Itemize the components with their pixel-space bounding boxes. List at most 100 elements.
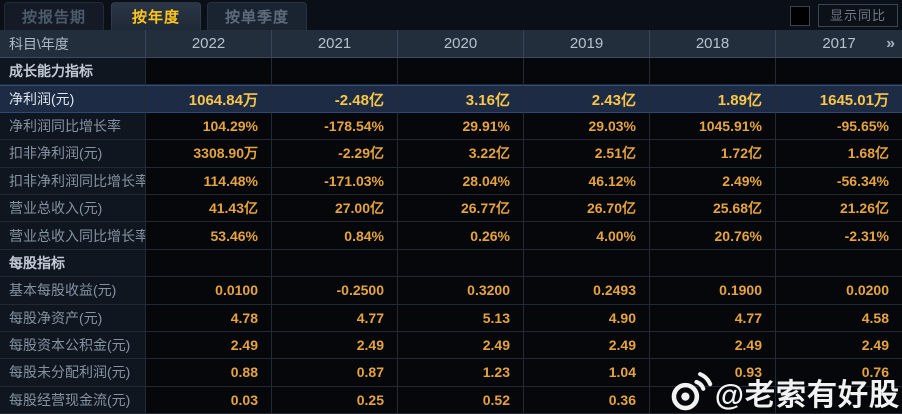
value-cell: 5.13 <box>398 304 524 332</box>
value-cell: 1.68亿 <box>776 140 902 168</box>
value-cell <box>776 58 902 86</box>
row-label: 扣非净利润(元) <box>0 140 146 168</box>
value-cell: 1064.84万 <box>146 85 272 113</box>
value-cell <box>272 249 398 278</box>
row-label: 每股指标 <box>0 249 146 278</box>
corner-label: 科目\年度 <box>0 30 146 57</box>
value-cell <box>524 249 650 278</box>
value-cell <box>650 249 776 278</box>
value-cell: 0.26% <box>398 222 524 250</box>
value-cell: 4.00% <box>524 222 650 250</box>
value-cell: 21.26亿 <box>776 194 902 223</box>
value-cell: 0.76 <box>776 359 902 387</box>
period-tabbar: 按报告期 按年度 按单季度 显示同比 <box>0 0 902 30</box>
row-label: 每股未分配利润(元) <box>0 359 146 387</box>
table-row[interactable]: 每股经营现金流(元) 0.03 0.25 0.52 0.36 <box>0 386 902 414</box>
value-cell: 27.00亿 <box>272 194 398 223</box>
value-cell: 3.16亿 <box>398 85 524 113</box>
row-label: 营业总收入同比增长率 <box>0 222 146 250</box>
table-row[interactable]: 净利润(元) 1064.84万 -2.48亿 3.16亿 2.43亿 1.89亿 1645.… <box>0 85 902 113</box>
value-cell: 0.1900 <box>650 277 776 305</box>
table-row[interactable]: 每股未分配利润(元) 0.88 0.87 1.23 1.04 0.93 0.76 <box>0 359 902 387</box>
value-cell: 2.49 <box>650 331 776 360</box>
value-cell: 3.22亿 <box>398 140 524 168</box>
more-years-icon[interactable]: » <box>886 34 895 52</box>
value-cell: 26.77亿 <box>398 194 524 223</box>
value-cell: 1.72亿 <box>650 140 776 168</box>
table-row[interactable]: 净利润同比增长率 104.29% -178.54% 29.91% 29.03% 1045.… <box>0 112 902 141</box>
value-cell <box>776 386 902 414</box>
table-row[interactable]: 每股指标 <box>0 249 902 278</box>
value-cell: 0.3200 <box>398 277 524 305</box>
table-row[interactable]: 扣非净利润同比增长率 114.48% -171.03% 28.04% 46.12% 2.4… <box>0 167 902 195</box>
value-cell: 1.23 <box>398 359 524 387</box>
table-header-row: 科目\年度 2022 2021 2020 2019 2018 2017» <box>0 30 902 58</box>
value-cell: 46.12% <box>524 167 650 195</box>
value-cell: -178.54% <box>272 112 398 141</box>
row-label: 扣非净利润同比增长率 <box>0 167 146 195</box>
value-cell: 0.84% <box>272 222 398 250</box>
value-cell <box>650 58 776 86</box>
tab-by-report-period[interactable]: 按报告期 <box>4 2 104 30</box>
value-cell: 0.2493 <box>524 277 650 305</box>
year-header: 2018 <box>650 30 776 57</box>
table-row[interactable]: 每股资本公积金(元) 2.49 2.49 2.49 2.49 2.49 2.49 <box>0 331 902 360</box>
tab-by-year[interactable]: 按年度 <box>111 2 201 30</box>
value-cell <box>650 386 776 414</box>
value-cell: 4.77 <box>650 304 776 332</box>
value-cell <box>146 58 272 86</box>
value-cell: 2.49 <box>398 331 524 360</box>
row-label: 每股经营现金流(元) <box>0 386 146 414</box>
value-cell: 2.49 <box>272 331 398 360</box>
value-cell: 104.29% <box>146 112 272 141</box>
value-cell: 29.91% <box>398 112 524 141</box>
value-cell: -95.65% <box>776 112 902 141</box>
year-header: 2022 <box>146 30 272 57</box>
value-cell: 25.68亿 <box>650 194 776 223</box>
value-cell: -2.48亿 <box>272 85 398 113</box>
value-cell <box>272 58 398 86</box>
value-cell: 2.49 <box>776 331 902 360</box>
table-row[interactable]: 营业总收入同比增长率 53.46% 0.84% 0.26% 4.00% 20.76% -2.… <box>0 222 902 250</box>
value-cell: 1045.91% <box>650 112 776 141</box>
value-cell: 0.36 <box>524 386 650 414</box>
row-label: 净利润(元) <box>0 85 146 113</box>
value-cell: 41.43亿 <box>146 194 272 223</box>
value-cell: 0.0200 <box>776 277 902 305</box>
row-label: 成长能力指标 <box>0 58 146 86</box>
show-yoy-label[interactable]: 显示同比 <box>818 4 898 27</box>
value-cell: 1.04 <box>524 359 650 387</box>
value-cell: 20.76% <box>650 222 776 250</box>
row-label: 基本每股收益(元) <box>0 277 146 305</box>
value-cell: 2.51亿 <box>524 140 650 168</box>
value-cell: 26.70亿 <box>524 194 650 223</box>
table-row[interactable]: 每股净资产(元) 4.78 4.77 5.13 4.90 4.77 4.58 <box>0 304 902 332</box>
row-label: 每股资本公积金(元) <box>0 331 146 360</box>
value-cell: 1.89亿 <box>650 85 776 113</box>
value-cell: 0.88 <box>146 359 272 387</box>
value-cell <box>398 58 524 86</box>
table-row[interactable]: 基本每股收益(元) 0.0100 -0.2500 0.3200 0.2493 0.1900… <box>0 277 902 305</box>
show-yoy-checkbox[interactable] <box>790 5 810 26</box>
value-cell: 114.48% <box>146 167 272 195</box>
value-cell: 0.93 <box>650 359 776 387</box>
value-cell: 0.25 <box>272 386 398 414</box>
table-body: 成长能力指标 净利润(元) 1064.84万 -2.48亿 3.16亿 2.43亿 1.89… <box>0 58 902 414</box>
value-cell: 0.87 <box>272 359 398 387</box>
value-cell: 2.43亿 <box>524 85 650 113</box>
year-header: 2021 <box>272 30 398 57</box>
value-cell <box>776 249 902 278</box>
year-header: 2017» <box>822 34 895 53</box>
tab-by-single-quarter[interactable]: 按单季度 <box>207 2 307 30</box>
table-row[interactable]: 成长能力指标 <box>0 58 902 86</box>
value-cell <box>398 249 524 278</box>
value-cell: 0.03 <box>146 386 272 414</box>
value-cell: 29.03% <box>524 112 650 141</box>
show-yoy-control: 显示同比 <box>790 4 898 27</box>
table-row[interactable]: 营业总收入(元) 41.43亿 27.00亿 26.77亿 26.70亿 25.68亿 21… <box>0 194 902 223</box>
value-cell: 4.77 <box>272 304 398 332</box>
value-cell: 53.46% <box>146 222 272 250</box>
value-cell: -2.29亿 <box>272 140 398 168</box>
table-row[interactable]: 扣非净利润(元) 3308.90万 -2.29亿 3.22亿 2.51亿 1.72亿 1.6… <box>0 140 902 168</box>
value-cell: 1645.01万 <box>776 85 902 113</box>
